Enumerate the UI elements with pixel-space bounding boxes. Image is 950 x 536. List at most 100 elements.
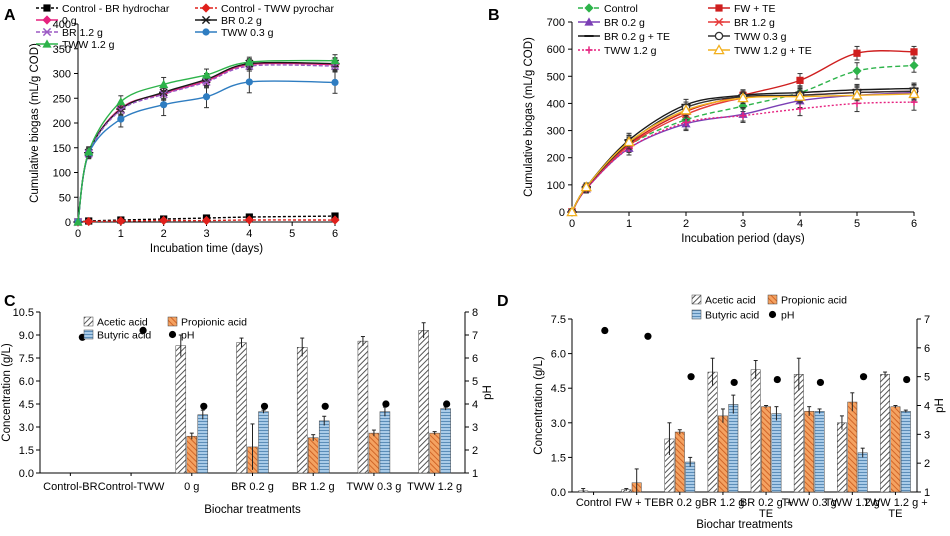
x-tick-label: Control (576, 497, 611, 509)
y2-tick-label: 2 (924, 458, 930, 470)
y2-tick-label: 3 (924, 429, 930, 441)
y-tick-label: 0.0 (551, 487, 566, 499)
legend-swatch (167, 316, 178, 327)
x-tick-label: FW + TE (615, 497, 659, 509)
x-tick-label-line: TE (888, 508, 902, 520)
data-point (908, 88, 920, 99)
legend-label: pH (781, 310, 794, 322)
ph-point (321, 402, 329, 410)
category-group (837, 373, 868, 493)
y-tick-label: 6.0 (551, 349, 566, 361)
data-point (202, 93, 211, 101)
y-tick-label: 100 (53, 168, 71, 180)
series-line (571, 101, 915, 213)
bar (175, 345, 187, 474)
data-point (852, 66, 862, 76)
bar (379, 411, 391, 474)
legend-marker (42, 15, 52, 25)
y-tick-label: 400 (547, 98, 565, 110)
x-tick-label: TWW 1.2 g (407, 481, 462, 493)
data-point (794, 90, 806, 101)
x-tick-label: 2 (683, 218, 689, 230)
legend-swatch (83, 316, 94, 327)
category-group (621, 332, 652, 493)
legend-swatch (691, 294, 702, 305)
legend-marker (42, 39, 52, 48)
bar (258, 411, 269, 474)
data-point (853, 49, 861, 57)
bar (296, 347, 308, 474)
y2-tick-label: 8 (472, 307, 478, 319)
panel-letter: B (488, 7, 500, 24)
y-tick-label: 7.5 (551, 314, 566, 326)
y2-tick-label: 5 (472, 376, 478, 388)
legend-marker (43, 4, 51, 12)
legend-swatch (168, 330, 177, 339)
y-tick-label: 0.0 (19, 468, 34, 480)
bar (440, 408, 451, 474)
ph-point (382, 400, 390, 408)
data-point (116, 97, 126, 106)
bar (186, 435, 198, 474)
series-tww-1-2-g (73, 54, 340, 226)
data-point (330, 56, 340, 65)
ph-point (139, 326, 147, 334)
y-tick-label: 700 (547, 17, 565, 29)
chart-layer: A0 1 2 3 4 5 6050100150200250300350400Incubati… (1, 3, 946, 531)
legend-marker (714, 31, 724, 41)
x-tick-label: 6 (911, 218, 917, 230)
x-tick-label: 0 (569, 218, 575, 230)
y-tick-label: 6.0 (19, 376, 34, 388)
y2-tick-label: 3 (472, 422, 478, 434)
bar (750, 369, 761, 493)
category-group (296, 337, 330, 474)
x-axis-title: Biochar treatments (696, 519, 793, 531)
x-tick-label: TWW 0.3 g (782, 497, 837, 509)
data-point (73, 217, 83, 226)
ph-point (644, 332, 652, 340)
y-tick-label: 4.5 (551, 383, 566, 395)
y2-tick-label: 2 (472, 445, 478, 457)
x-tick-label: TWW 1.2 g + TE (863, 497, 928, 520)
category-group (793, 357, 825, 493)
ph-point (687, 373, 695, 381)
y-axis-title: Cumulative biogas (mL/g COD) (523, 37, 535, 197)
y-tick-label: 600 (547, 44, 565, 56)
data-point (623, 136, 635, 147)
legend-marker (201, 3, 211, 13)
legend-label: BR 1.2 g (734, 17, 775, 29)
legend-label: Control - BR hydrochar (62, 3, 170, 15)
legend-label: Acetic acid (705, 295, 756, 307)
bar (718, 415, 728, 493)
y-tick-label: 200 (53, 118, 71, 130)
data-point (159, 79, 169, 88)
bar (814, 411, 825, 493)
series-tww-1-2-g-te (566, 88, 920, 217)
data-point (909, 60, 919, 71)
series-fw-te (568, 45, 918, 216)
y-tick-label: 1.5 (19, 445, 34, 457)
y-tick-label: 300 (53, 69, 71, 81)
legend-label: FW + TE (734, 3, 776, 15)
legend-label: 0 g (62, 15, 77, 27)
y-axis-title: Concentration (g/L) (1, 343, 13, 442)
data-point (84, 216, 94, 227)
category-group (664, 373, 696, 493)
legend-marker (585, 46, 593, 54)
legend-label: Propionic acid (181, 317, 247, 329)
y2-tick-label: 4 (924, 401, 930, 413)
y-axis-title: Concentration (g/L) (533, 356, 545, 455)
y-tick-label: 200 (547, 153, 565, 165)
data-point (796, 76, 804, 84)
data-point (160, 101, 168, 109)
legend-label: TWW 1.2 g (604, 45, 657, 57)
x-tick-label-line: BR 0.2 g + (740, 497, 792, 509)
x-tick-label: 4 (797, 218, 803, 230)
y-tick-label: 400 (53, 19, 71, 31)
legend-marker (584, 17, 594, 26)
panel-letter: D (497, 293, 509, 310)
x-tick-label: BR 0.2 g (231, 481, 274, 493)
x-tick-label: BR 0.2 g + TE (740, 497, 792, 520)
legend-label: Butyric acid (97, 330, 151, 342)
